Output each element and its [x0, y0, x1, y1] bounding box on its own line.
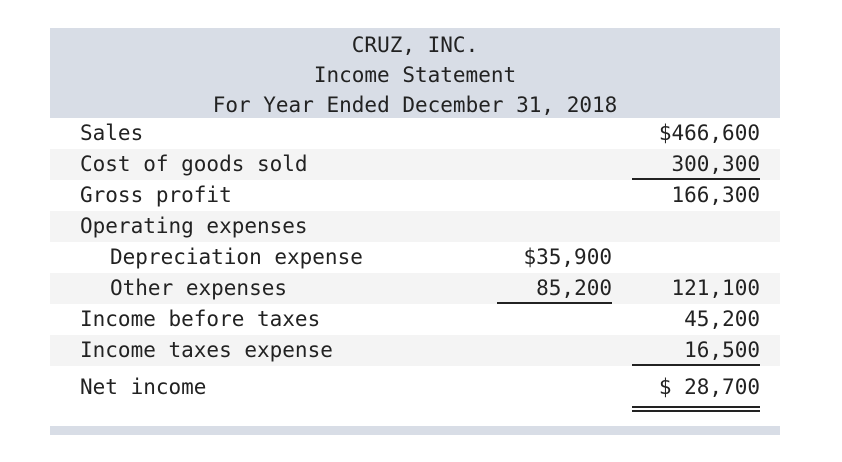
underline	[632, 178, 760, 180]
row-label: Depreciation expense	[110, 245, 363, 269]
statement-title: Income Statement	[313, 63, 517, 87]
underline	[497, 302, 612, 304]
statement-rows: Sales $466,600 Cost of goods sold 300,30…	[50, 118, 780, 412]
row-income-taxes-expense: Income taxes expense 16,500	[50, 335, 780, 366]
row-label: Cost of goods sold	[80, 152, 308, 176]
row-income-before-taxes: Income before taxes 45,200	[50, 304, 780, 335]
company-name: CRUZ, INC.	[351, 33, 479, 57]
row-amount: 45,200	[684, 307, 760, 331]
row-label: Net income	[80, 375, 207, 399]
row-amount: 166,300	[671, 183, 760, 207]
row-other-expenses: Other expenses 85,200 121,100	[50, 273, 780, 304]
row-cost-of-goods-sold: Cost of goods sold 300,300	[50, 149, 780, 180]
row-subamount: $35,900	[523, 245, 612, 269]
underline	[632, 364, 760, 366]
row-depreciation-expense: Depreciation expense $35,900	[50, 242, 780, 273]
row-label: Other expenses	[110, 276, 288, 300]
row-amount: $ 28,700	[658, 375, 760, 399]
row-label: Income taxes expense	[80, 338, 333, 362]
double-underline	[632, 406, 760, 412]
row-label: Income before taxes	[80, 307, 321, 331]
row-net-income: Net income $ 28,700	[50, 366, 780, 412]
row-gross-profit: Gross profit 166,300	[50, 180, 780, 211]
row-label: Sales	[80, 121, 144, 145]
row-amount: 300,300	[671, 152, 760, 176]
row-amount: 16,500	[684, 338, 760, 362]
row-operating-expenses: Operating expenses	[50, 211, 780, 242]
statement-header: CRUZ, INC. Income Statement For Year End…	[50, 28, 780, 118]
row-amount: 121,100	[671, 276, 760, 300]
income-statement: CRUZ, INC. Income Statement For Year End…	[50, 28, 780, 435]
row-amount: $466,600	[658, 121, 760, 145]
row-label: Operating expenses	[80, 214, 308, 238]
statement-period: For Year Ended December 31, 2018	[212, 93, 618, 117]
row-sales: Sales $466,600	[50, 118, 780, 149]
statement-footer-bar	[50, 426, 780, 435]
row-subamount: 85,200	[536, 276, 612, 300]
row-label: Gross profit	[80, 183, 232, 207]
